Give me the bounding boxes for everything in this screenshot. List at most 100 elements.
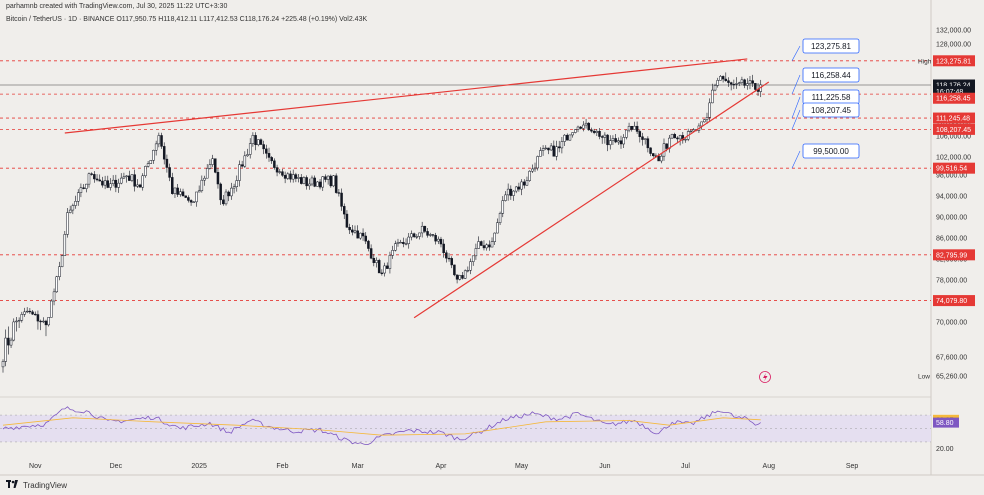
candle bbox=[617, 140, 620, 143]
candle bbox=[705, 117, 709, 120]
candle bbox=[291, 174, 295, 180]
candle bbox=[117, 182, 120, 188]
candle bbox=[369, 248, 373, 259]
candle bbox=[265, 148, 268, 154]
candle bbox=[410, 233, 413, 238]
candle bbox=[203, 177, 206, 181]
candle bbox=[377, 260, 381, 274]
candle bbox=[195, 191, 198, 203]
trendline-upper bbox=[64, 58, 748, 134]
candle bbox=[197, 190, 201, 193]
price-tick: 102,000.00 bbox=[936, 155, 971, 162]
candle bbox=[442, 243, 445, 253]
callout-pointer bbox=[791, 109, 801, 130]
candle bbox=[273, 160, 276, 168]
candle bbox=[257, 139, 260, 146]
callout-box bbox=[802, 38, 860, 54]
price-tick: 94,000.00 bbox=[936, 194, 967, 201]
price-tag-label: 111,245.48 bbox=[936, 116, 970, 123]
candle bbox=[453, 264, 456, 276]
price-callout: 108,207.45 bbox=[791, 102, 860, 130]
lightning-icon bbox=[759, 371, 771, 383]
callout-box bbox=[802, 67, 860, 83]
price-tag-label: 108,207.45 bbox=[936, 127, 971, 134]
candle bbox=[520, 181, 523, 190]
candle bbox=[431, 234, 435, 236]
rsi-tick: 20.00 bbox=[936, 446, 954, 453]
candle bbox=[79, 187, 83, 193]
candle bbox=[1, 361, 5, 368]
candle bbox=[248, 143, 252, 155]
candle bbox=[152, 150, 155, 161]
callout-pointer bbox=[791, 74, 801, 95]
candle bbox=[533, 167, 537, 170]
price-tag-bg bbox=[933, 55, 975, 67]
candle bbox=[719, 76, 722, 81]
price-tag-label: 123,275.81 bbox=[936, 58, 971, 65]
candle bbox=[173, 187, 177, 194]
candle bbox=[684, 139, 687, 141]
candle bbox=[359, 232, 362, 239]
candle bbox=[326, 175, 330, 180]
candle bbox=[28, 310, 32, 313]
candle bbox=[614, 138, 617, 143]
candle bbox=[415, 236, 419, 238]
candle bbox=[205, 168, 209, 179]
candle bbox=[103, 180, 107, 186]
candle bbox=[439, 238, 443, 245]
candle bbox=[603, 134, 607, 138]
candle bbox=[90, 173, 93, 175]
candle bbox=[254, 135, 257, 146]
candle bbox=[157, 135, 161, 145]
time-tick: Feb bbox=[276, 463, 288, 470]
candle bbox=[412, 233, 416, 237]
candle bbox=[240, 164, 244, 167]
candle bbox=[463, 270, 467, 279]
candle bbox=[318, 181, 322, 188]
time-tick: Aug bbox=[763, 463, 776, 470]
candle bbox=[493, 232, 496, 242]
price-tag-label: 99,516.54 bbox=[936, 166, 967, 173]
candle bbox=[351, 229, 354, 233]
candle bbox=[716, 80, 719, 86]
price-tag-label: 82,795.99 bbox=[936, 252, 967, 259]
price-tag: 82,795.99 bbox=[933, 249, 975, 261]
candle bbox=[187, 197, 190, 201]
candle bbox=[517, 186, 521, 190]
candle bbox=[12, 321, 15, 341]
candle bbox=[673, 134, 676, 139]
candle bbox=[33, 313, 37, 316]
candle bbox=[708, 102, 711, 118]
candle bbox=[42, 320, 45, 323]
candle bbox=[125, 175, 128, 178]
candle bbox=[627, 125, 631, 131]
candle bbox=[582, 124, 585, 129]
candle bbox=[450, 258, 453, 266]
candle bbox=[181, 191, 185, 197]
candle bbox=[592, 130, 596, 133]
candle bbox=[289, 173, 292, 180]
candle bbox=[286, 173, 290, 179]
candle bbox=[119, 177, 123, 184]
price-tag: 116,258.45 bbox=[933, 92, 975, 104]
time-tick: Sep bbox=[846, 463, 859, 470]
candle bbox=[428, 234, 432, 236]
callout-label: 99,500.00 bbox=[813, 147, 849, 156]
time-tick: 2025 bbox=[191, 463, 207, 470]
candle bbox=[262, 144, 265, 150]
time-tick: Dec bbox=[110, 463, 123, 470]
candle bbox=[136, 184, 139, 187]
price-tag-label: 16:07:48 bbox=[936, 89, 963, 96]
candle bbox=[235, 180, 239, 187]
candle bbox=[509, 188, 513, 196]
candle bbox=[681, 135, 685, 141]
price-tick: 132,000.00 bbox=[936, 28, 971, 35]
candle bbox=[122, 176, 126, 179]
candle bbox=[259, 139, 263, 145]
candle bbox=[423, 225, 427, 232]
candle bbox=[66, 212, 69, 235]
candle bbox=[426, 231, 429, 236]
candle bbox=[595, 131, 599, 133]
candle bbox=[641, 136, 644, 140]
